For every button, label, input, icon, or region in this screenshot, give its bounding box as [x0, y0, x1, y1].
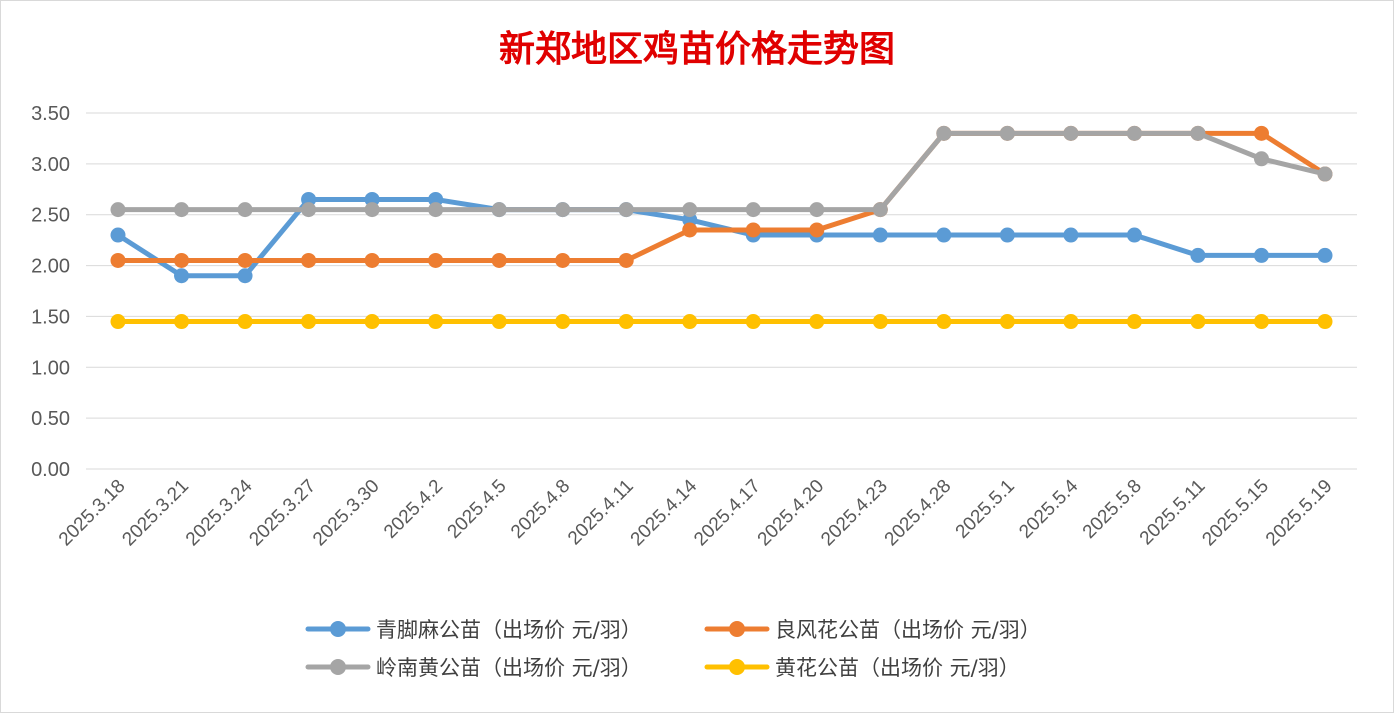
data-point [1126, 125, 1142, 141]
data-point [809, 314, 825, 330]
data-point [1063, 125, 1079, 141]
legend-label: 岭南黄公苗（出场价 元/羽） [376, 656, 642, 680]
y-axis-ticks: 0.00 0.50 1.00 1.50 2.00 2.50 3.00 3.50 [31, 103, 70, 481]
y-tick-label: 1.00 [31, 357, 70, 379]
legend-item: 青脚麻公苗（出场价 元/羽） [305, 618, 642, 642]
data-point [1126, 314, 1142, 330]
data-point [1317, 166, 1333, 182]
legend-swatch-marker [729, 659, 745, 675]
data-point [872, 314, 888, 330]
legend-item: 黄花公苗（出场价 元/羽） [704, 656, 1020, 680]
y-tick-label: 1.50 [31, 306, 70, 328]
data-point [745, 202, 761, 218]
data-point [174, 252, 190, 268]
data-point [936, 227, 952, 243]
data-point [999, 227, 1015, 243]
data-point [428, 314, 444, 330]
data-point [491, 202, 507, 218]
data-point [1190, 125, 1206, 141]
data-point [809, 202, 825, 218]
data-point [618, 252, 634, 268]
legend-swatch-marker [729, 621, 745, 637]
data-point [1126, 227, 1142, 243]
legend: 青脚麻公苗（出场价 元/羽） 良风花公苗（出场价 元/羽） 岭南黄公苗（出场价 元/… [305, 618, 1041, 680]
data-point [872, 227, 888, 243]
data-point [1253, 247, 1269, 263]
data-point [1063, 314, 1079, 330]
series-4 [110, 314, 1333, 330]
data-point [237, 268, 253, 284]
data-point [174, 314, 190, 330]
y-tick-label: 3.50 [31, 103, 70, 125]
data-point [491, 314, 507, 330]
data-point [237, 202, 253, 218]
legend-swatch-marker [330, 621, 346, 637]
data-point [809, 222, 825, 238]
legend-swatch-marker [330, 659, 346, 675]
legend-label: 青脚麻公苗（出场价 元/羽） [376, 618, 642, 642]
data-point [555, 202, 571, 218]
data-point [428, 252, 444, 268]
series-3 [110, 125, 1333, 218]
data-point [618, 202, 634, 218]
data-point [682, 202, 698, 218]
series-lines [110, 125, 1333, 330]
data-point [999, 314, 1015, 330]
data-point [364, 202, 380, 218]
data-point [174, 268, 190, 284]
data-point [110, 314, 126, 330]
chart-title: 新郑地区鸡苗价格走势图 [499, 28, 895, 70]
data-point [745, 222, 761, 238]
data-point [1253, 125, 1269, 141]
data-point [237, 314, 253, 330]
y-tick-label: 3.00 [31, 154, 70, 176]
data-point [999, 125, 1015, 141]
series-line [115, 130, 1328, 213]
data-point [555, 314, 571, 330]
data-point [618, 314, 634, 330]
data-point [110, 252, 126, 268]
data-point [682, 222, 698, 238]
y-tick-label: 2.00 [31, 256, 70, 278]
data-point [872, 202, 888, 218]
legend-label: 良风花公苗（出场价 元/羽） [775, 618, 1041, 642]
data-point [364, 314, 380, 330]
data-point [1253, 151, 1269, 167]
data-point [174, 202, 190, 218]
data-point [1063, 227, 1079, 243]
data-point [237, 252, 253, 268]
data-point [555, 252, 571, 268]
data-point [1253, 314, 1269, 330]
data-point [110, 202, 126, 218]
data-point [1190, 314, 1206, 330]
data-point [428, 202, 444, 218]
data-point [301, 314, 317, 330]
legend-item: 岭南黄公苗（出场价 元/羽） [305, 656, 642, 680]
y-tick-label: 2.50 [31, 205, 70, 227]
data-point [491, 252, 507, 268]
data-point [1317, 247, 1333, 263]
data-point [364, 252, 380, 268]
legend-item: 良风花公苗（出场价 元/羽） [704, 618, 1041, 642]
y-tick-label: 0.50 [31, 408, 70, 430]
data-point [301, 252, 317, 268]
legend-label: 黄花公苗（出场价 元/羽） [775, 656, 1020, 680]
data-point [1317, 314, 1333, 330]
data-point [745, 314, 761, 330]
data-point [110, 227, 126, 243]
data-point [682, 314, 698, 330]
data-point [1190, 247, 1206, 263]
data-point [301, 202, 317, 218]
data-point [936, 125, 952, 141]
series-line [115, 196, 1328, 279]
data-point [936, 314, 952, 330]
y-tick-label: 0.00 [31, 459, 70, 481]
